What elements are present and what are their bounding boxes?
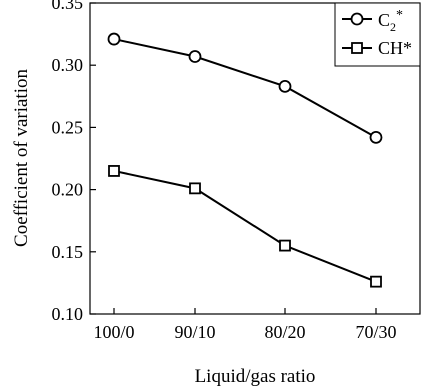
series-line-ch <box>113 169 377 283</box>
legend-label-ch: CH* <box>378 38 412 58</box>
legend: C2* CH* <box>334 2 421 67</box>
y-axis-label: Coefficient of variation <box>11 69 32 247</box>
series-layer <box>107 32 383 288</box>
data-point-ch <box>108 165 120 177</box>
y-tick-label: 0.10 <box>52 304 84 324</box>
legend-marker-ch <box>351 42 363 54</box>
plot-frame <box>89 2 421 315</box>
series-line-c2 <box>113 38 377 139</box>
y-tick-label: 0.35 <box>52 0 84 13</box>
legend-label-c2: C2* <box>378 8 403 34</box>
x-axis-label: Liquid/gas ratio <box>195 366 316 387</box>
data-point-ch <box>279 239 291 252</box>
axis-ticks: 0.10 0.15 0.20 0.25 0.30 0.35 100/0 90/10 80/20 7… <box>52 0 397 342</box>
x-tick-label: 100/0 <box>93 322 134 342</box>
data-point-c2 <box>278 79 292 93</box>
y-tick-label: 0.25 <box>52 117 84 137</box>
x-tick-label: 90/10 <box>174 322 215 342</box>
data-point-c2 <box>107 32 121 46</box>
y-tick-label: 0.20 <box>52 180 84 200</box>
y-tick-label: 0.30 <box>52 55 84 75</box>
x-tick-label: 80/20 <box>264 322 305 342</box>
data-point-ch <box>370 275 382 288</box>
data-point-ch <box>189 182 201 195</box>
legend-box <box>334 2 421 67</box>
legend-marker-c2 <box>350 12 364 26</box>
x-tick-label: 70/30 <box>355 322 396 342</box>
data-point-c2 <box>188 50 202 63</box>
data-point-c2 <box>369 130 383 144</box>
y-tick-label: 0.15 <box>52 242 84 262</box>
